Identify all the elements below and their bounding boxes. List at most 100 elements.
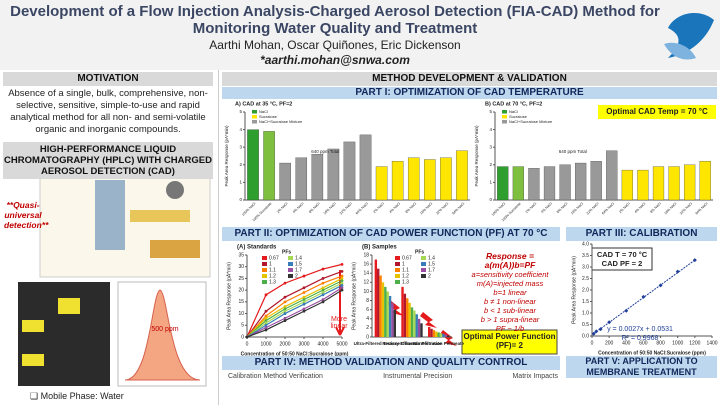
point (321, 298, 325, 301)
x-tick-label: 4% NaCl (388, 201, 401, 214)
legend-label: 1.1 (402, 267, 409, 273)
point (321, 293, 325, 297)
legend-swatch (395, 274, 400, 278)
legend-swatch (288, 268, 293, 272)
x-tick-label: 2% NaCl (372, 201, 385, 214)
x-tick-label: 4% NaCl (634, 201, 647, 214)
y-axis-label: Peak Area Response (pA*min) (226, 262, 232, 330)
legend-swatch (502, 120, 507, 124)
y-tick-label: 18 (363, 252, 369, 258)
x-tick-label: Reverse Osmosis Permeate (382, 341, 442, 346)
equation-line: b ≠ 1 non-linear (483, 297, 537, 306)
legend-swatch (252, 110, 257, 114)
point (302, 295, 306, 299)
series-line (246, 263, 343, 338)
section-heading: HIGH-PERFORMANCE LIQUID CHROMATOGRAPHY (… (3, 142, 213, 179)
bar (279, 162, 291, 201)
x-tick-label: 1200 (689, 340, 700, 346)
bar (401, 286, 404, 337)
point (264, 323, 268, 327)
legend-swatch (395, 280, 400, 284)
y-tick-label: 1.0 (582, 310, 589, 316)
x-tick-label: 1400 (706, 340, 717, 346)
point (302, 286, 306, 290)
point (340, 279, 344, 283)
series-line (246, 287, 343, 338)
x-tick-label: 32% NaCl (586, 201, 600, 215)
bar (435, 331, 438, 337)
subhead: Instrumental Precision (383, 373, 453, 380)
arrow (420, 312, 437, 328)
series-line (246, 284, 343, 338)
bar (406, 298, 409, 337)
bar (559, 164, 571, 201)
legend-swatch (395, 256, 400, 260)
x-tick-label: 5000 (336, 341, 347, 347)
point (264, 293, 268, 297)
legend-swatch (502, 110, 507, 114)
point (340, 270, 344, 273)
x-tick-label: 32% NaCl (339, 201, 353, 215)
photo-label (22, 320, 44, 332)
legend-swatch (288, 274, 293, 278)
y-tick-label: 35 (238, 252, 244, 258)
series-line (246, 275, 343, 338)
point (264, 314, 268, 318)
y-axis-label: Peak Area Response (pA*min) (474, 125, 479, 187)
legend-swatch (421, 274, 426, 278)
point (283, 300, 287, 304)
y-tick-label: 20 (238, 287, 244, 293)
legend-label: 1.5 (295, 261, 302, 267)
x-tick-label: Ultra-Filtered Tertiary Effluent (354, 341, 418, 346)
x-tick-label: 8% NaCl (308, 201, 321, 214)
x-tick-label: 4000 (317, 341, 328, 347)
legend-swatch (262, 280, 267, 284)
bar (388, 296, 392, 337)
y-tick-label: 1.5 (582, 299, 589, 305)
point (245, 335, 249, 339)
x-tick-label: 16% NaCl (570, 201, 584, 215)
bar (428, 326, 431, 337)
bar (393, 309, 396, 337)
chart-title: (A) Standards (237, 245, 277, 251)
y-tick-label: 4 (489, 127, 492, 132)
y-tick-label: 4.0 (582, 241, 589, 247)
y-axis-label: Peak Area Response (pA*min) (224, 125, 229, 187)
point (321, 291, 325, 294)
bar (432, 330, 436, 337)
collector (150, 240, 200, 258)
x-tick-label: 0 (246, 341, 249, 347)
y-tick-label: 5 (489, 109, 492, 114)
chart-title: (B) Samples (362, 245, 397, 251)
x-tick-label: 1000 (260, 341, 271, 347)
section-heading: METHOD DEVELOPMENT & VALIDATION (222, 72, 717, 86)
equation-line: Response = a(m(A))b=PF (484, 251, 536, 270)
bar (575, 162, 587, 201)
part-heading: PART V: APPLICATION TO MEMBRANE TREATMEN… (566, 356, 717, 378)
chart-title: A) CAD at 35 °C, PF=2 (235, 101, 292, 107)
x-tick-label: 400 (622, 340, 631, 346)
y-tick-label: 0 (366, 334, 369, 340)
y-tick-label: 0.0 (582, 333, 589, 339)
point (302, 307, 306, 311)
bar (413, 310, 416, 337)
bar (295, 157, 308, 201)
point (264, 316, 268, 320)
equation: Response = a(m(A))b=PF a=sensitivity coef… (460, 251, 560, 334)
y-tick-label: 1 (239, 180, 242, 185)
bar (247, 129, 259, 201)
x-tick-label: 16% NaCl (419, 201, 433, 215)
point (264, 321, 268, 325)
series-line (246, 280, 343, 338)
photo (18, 282, 110, 386)
bar (621, 169, 633, 201)
x-tick-label: 3000 (298, 341, 309, 347)
fit-line: R² = 0.9968 (621, 335, 659, 342)
bar (637, 169, 649, 201)
bar (375, 166, 388, 201)
legend-label: 1.2 (402, 273, 409, 279)
point (624, 308, 629, 313)
email: *aarthi.mohan@snwa.com (260, 53, 410, 67)
annotation: 640 ppm Total (311, 149, 339, 154)
